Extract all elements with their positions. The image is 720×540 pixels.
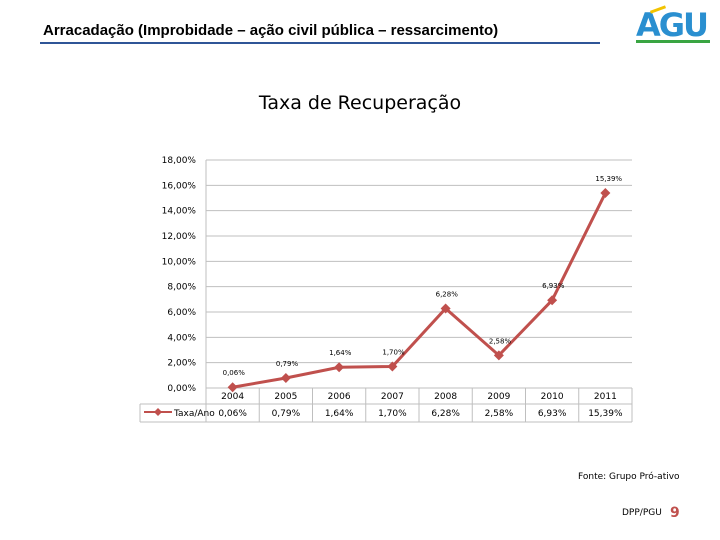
x-tick-label: 2008 [434,392,457,402]
data-table: 2004 0,06% 2005 0,79% 2006 1,64% 2007 1,70% 2008… [139,388,633,423]
agu-logo: AGU [630,2,716,46]
y-tick-label: 0,00% [167,384,196,394]
y-tick-label: 10,00% [162,257,197,267]
x-tick-label: 2006 [328,392,351,402]
logo-green-swoosh [636,40,710,43]
series-line [227,188,611,393]
data-label: 0,06% [223,369,246,377]
table-cell-value: 1,70% [378,409,407,419]
chart-title: Taxa de Recuperação [258,92,462,114]
data-label: 6,28% [436,290,459,298]
table-cell-value: 6,93% [538,409,567,419]
page-number: 9 [670,505,680,521]
x-tick-label: 2009 [487,392,510,402]
data-point [387,361,398,372]
table-cell-value: 0,06% [218,409,247,419]
data-point [280,372,291,383]
data-label: 15,39% [595,175,622,183]
series-path [232,192,607,389]
x-tick-label: 2007 [381,392,404,402]
source-note: Fonte: Grupo Pró-ativo [578,472,680,482]
y-tick-label: 18,00% [162,156,197,166]
page-title: Arracadação (Improbidade – ação civil pú… [43,22,499,39]
y-tick-label: 8,00% [167,283,196,293]
y-tick-label: 14,00% [162,207,197,217]
chart-grid [205,159,632,389]
data-point [493,350,504,361]
table-cell-value: 2,58% [485,409,514,419]
table-cell-value: 15,39% [588,409,623,419]
table-cell-value: 0,79% [272,409,301,419]
data-point [334,362,345,373]
legend-label: Taxa/Ano [173,409,215,419]
data-point [547,295,558,306]
department-label: DPP/PGU [622,508,662,518]
data-label: 2,58% [489,337,512,345]
logo-text: AGU [636,6,709,44]
legend-marker [154,408,162,416]
x-tick-label: 2005 [274,392,297,402]
y-tick-label: 2,00% [167,359,196,369]
table-cell-value: 1,64% [325,409,354,419]
data-label: 1,64% [329,349,352,357]
x-tick-label: 2010 [541,392,564,402]
data-label: 1,70% [382,348,405,356]
x-tick-label: 2004 [221,392,244,402]
y-tick-label: 16,00% [162,181,197,191]
data-point [440,303,451,314]
y-axis-ticks: 0,00% 2,00% 4,00% 6,00% 8,00% 10,00% 12,00% 14,… [162,156,197,394]
data-label: 6,93% [542,282,565,290]
y-tick-label: 6,00% [167,308,196,318]
x-tick-label: 2011 [594,392,617,402]
data-point [227,382,238,393]
title-underline [40,42,600,44]
y-tick-label: 4,00% [167,333,196,343]
data-point [600,188,611,199]
y-tick-label: 12,00% [162,232,197,242]
data-labels: 0,06% 0,79% 1,64% 1,70% 6,28% 2,58% 6,93% 15,39… [223,175,623,377]
table-cell-value: 6,28% [431,409,460,419]
data-label: 0,79% [276,360,299,368]
